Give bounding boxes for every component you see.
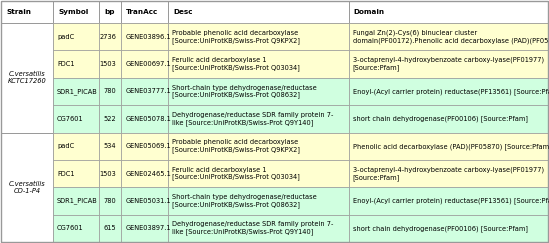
Text: SDR1_PICAB: SDR1_PICAB [57,88,98,95]
Text: 615: 615 [104,225,116,231]
Bar [1,1,53,23]
Text: Enoyl-(Acyl carrier protein) reductase(PF13561) [Source:Pfam]: Enoyl-(Acyl carrier protein) reductase(P… [353,198,549,204]
Bar [53,215,99,242]
Text: padC: padC [57,34,74,40]
Text: 2736: 2736 [99,34,116,40]
Bar [168,215,349,242]
Bar [121,78,168,105]
Bar [349,78,548,105]
Bar [99,215,121,242]
Bar [168,78,349,105]
Bar [349,187,548,215]
Bar [349,50,548,78]
Text: GENE05069.1: GENE05069.1 [125,143,171,149]
Text: FDC1: FDC1 [57,61,75,67]
Text: GENE05031.1: GENE05031.1 [125,198,171,204]
Text: CG7601: CG7601 [57,225,83,231]
Text: C.versatilis
CO-1-P4: C.versatilis CO-1-P4 [9,181,46,194]
Text: 522: 522 [103,116,116,122]
Bar [168,1,349,23]
Text: padC: padC [57,143,74,149]
Bar [349,105,548,132]
Text: 780: 780 [103,198,116,204]
Text: bp: bp [104,9,115,15]
Bar [349,1,548,23]
Bar [168,105,349,132]
Bar [53,160,99,187]
Bar [121,50,168,78]
Bar [168,187,349,215]
Bar [121,105,168,132]
Text: C.versatilis
KCTC17260: C.versatilis KCTC17260 [8,71,47,84]
Bar [1,132,53,242]
Bar [99,78,121,105]
Text: TranAcc: TranAcc [126,9,159,15]
Text: Strain: Strain [6,9,31,15]
Text: short chain dehydrogenase(PF00106) [Source:Pfam]: short chain dehydrogenase(PF00106) [Sour… [353,225,528,232]
Bar [99,1,121,23]
Bar [121,187,168,215]
Text: 780: 780 [103,88,116,95]
Bar [53,187,99,215]
Bar [168,50,349,78]
Text: Dehydrogenase/reductase SDR family protein 7-
like [Source:UniProtKB/Swiss-Prot : Dehydrogenase/reductase SDR family prote… [172,112,334,126]
Bar [99,160,121,187]
Bar [99,105,121,132]
Text: 1503: 1503 [99,171,116,177]
Bar [121,215,168,242]
Bar [349,160,548,187]
Text: Enoyl-(Acyl carrier protein) reductase(PF13561) [Source:Pfam]: Enoyl-(Acyl carrier protein) reductase(P… [353,88,549,95]
Text: SDR1_PICAB: SDR1_PICAB [57,198,98,204]
Text: Domain: Domain [354,9,385,15]
Text: Probable phenolic acid decarboxylase
[Source:UniProtKB/Swiss-Prot Q9KPX2]: Probable phenolic acid decarboxylase [So… [172,30,300,43]
Bar [349,132,548,160]
Bar [121,132,168,160]
Bar [99,50,121,78]
Text: FDC1: FDC1 [57,171,75,177]
Bar [53,78,99,105]
Bar [53,105,99,132]
Bar [99,187,121,215]
Text: Short-chain type dehydrogenase/reductase
[Source:UniProtKB/Swiss-Prot Q08632]: Short-chain type dehydrogenase/reductase… [172,85,317,98]
Bar [53,132,99,160]
Text: Ferulic acid decarboxylase 1
[Source:UniProtKB/Swiss-Prot Q03034]: Ferulic acid decarboxylase 1 [Source:Uni… [172,167,300,181]
Bar [99,23,121,50]
Text: 3-octaprenyl-4-hydroxybenzoate carboxy-lyase(PF01977)
[Source:Pfam]: 3-octaprenyl-4-hydroxybenzoate carboxy-l… [353,166,544,181]
Text: short chain dehydrogenase(PF00106) [Source:Pfam]: short chain dehydrogenase(PF00106) [Sour… [353,115,528,122]
Text: Dehydrogenase/reductase SDR family protein 7-
like [Source:UniProtKB/Swiss-Prot : Dehydrogenase/reductase SDR family prote… [172,221,334,235]
Text: GENE05078.1: GENE05078.1 [125,116,171,122]
Bar [168,23,349,50]
Text: GENE03896.1: GENE03896.1 [125,34,171,40]
Bar [121,160,168,187]
Bar [349,215,548,242]
Text: GENE02465.1: GENE02465.1 [125,171,171,177]
Text: Fungal Zn(2)-Cys(6) binuclear cluster
domain(PF00172).Phenolic acid decarboxylas: Fungal Zn(2)-Cys(6) binuclear cluster do… [353,30,549,44]
Bar [121,1,168,23]
Text: CG7601: CG7601 [57,116,83,122]
Bar [99,132,121,160]
Text: 1503: 1503 [99,61,116,67]
Bar [53,1,99,23]
Text: GENE03777.1: GENE03777.1 [125,88,171,95]
Text: Symbol: Symbol [58,9,88,15]
Text: Phenolic acid decarboxylase (PAD)(PF05870) [Source:Pfam]: Phenolic acid decarboxylase (PAD)(PF0587… [353,143,549,149]
Text: Ferulic acid decarboxylase 1
[Source:UniProtKB/Swiss-Prot Q03034]: Ferulic acid decarboxylase 1 [Source:Uni… [172,57,300,71]
Bar [168,132,349,160]
Bar [53,50,99,78]
Text: 3-octaprenyl-4-hydroxybenzoate carboxy-lyase(PF01977)
[Source:Pfam]: 3-octaprenyl-4-hydroxybenzoate carboxy-l… [353,57,544,71]
Bar [53,23,99,50]
Text: Desc: Desc [173,9,193,15]
Text: Probable phenolic acid decarboxylase
[Source:UniProtKB/Swiss-Prot Q9KPX2]: Probable phenolic acid decarboxylase [So… [172,139,300,153]
Bar [1,23,53,132]
Text: Short-chain type dehydrogenase/reductase
[Source:UniProtKB/Swiss-Prot Q08632]: Short-chain type dehydrogenase/reductase… [172,194,317,208]
Text: GENE00697.1: GENE00697.1 [125,61,171,67]
Bar [349,23,548,50]
Text: 534: 534 [104,143,116,149]
Bar [168,160,349,187]
Bar [121,23,168,50]
Text: GENE03897.1: GENE03897.1 [125,225,171,231]
